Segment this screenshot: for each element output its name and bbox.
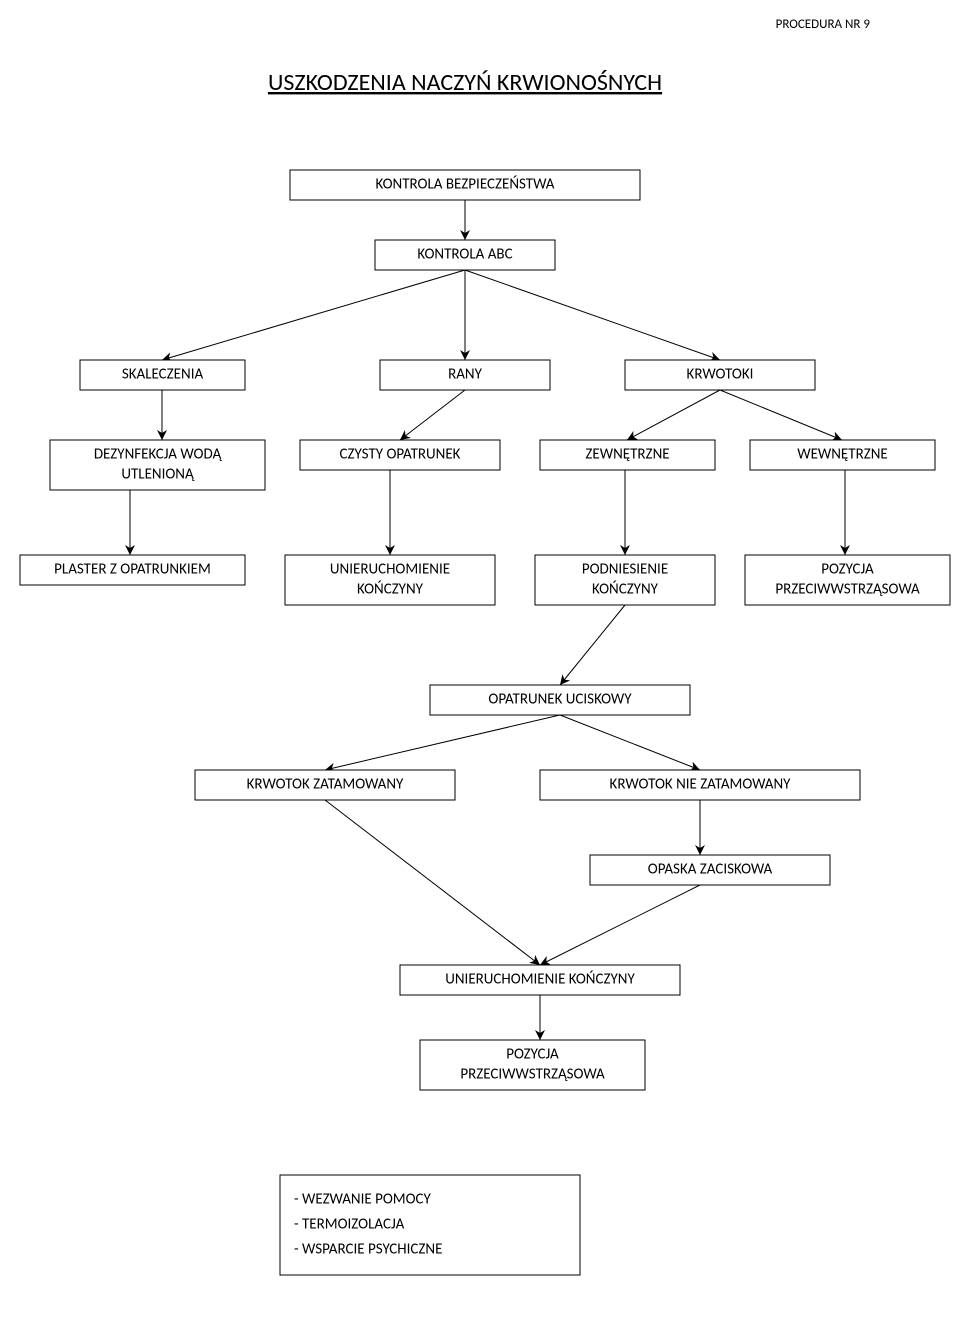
flow-node-label: PLASTER Z OPATRUNKIEM [54,561,211,579]
flow-node-n14: OPATRUNEK UCISKOWY [430,685,690,715]
flow-node-label: POZYCJA [506,1046,559,1064]
flow-edge [325,715,560,770]
flow-node-n6: DEZYNFEKCJA WODĄ UTLENIONĄ [50,440,265,490]
flow-node-n2: KONTROLA ABC [375,240,555,270]
flow-node-n18: UNIERUCHOMIENIE KOŃCZYNY [400,965,680,995]
flow-node-label: - TERMOIZOLACJA [294,1216,405,1234]
flow-node-n20: - WEZWANIE POMOCY - TERMOIZOLACJA - WSPARC… [280,1175,580,1275]
flow-node-n3: SKALECZENIA [80,360,245,390]
flow-node-n5: KRWOTOKI [625,360,815,390]
page-title: USZKODZENIA NACZYŃ KRWIONOŚNYCH [268,68,662,97]
flow-node-label: POZYCJA [821,561,874,579]
flow-edge [540,885,700,965]
flow-node-label: OPASKA ZACISKOWA [648,861,773,879]
flow-node-label: UTLENIONĄ [121,466,195,484]
flow-node-n10: PLASTER Z OPATRUNKIEM [20,555,245,585]
flow-node-label: UNIERUCHOMIENIE KOŃCZYNY [445,971,635,989]
flow-node-n12: PODNIESIENIE KOŃCZYNY [535,555,715,605]
flow-node-label: RANY [448,366,483,384]
flow-node-n4: RANY [380,360,550,390]
flow-node-n17: OPASKA ZACISKOWA [590,855,830,885]
flow-node-n1: KONTROLA BEZPIECZEŃSTWA [290,170,640,200]
flow-node-n11: UNIERUCHOMIENIE KOŃCZYNY [285,555,495,605]
flow-node-label: KONTROLA ABC [417,246,512,264]
flow-node-label: UNIERUCHOMIENIE [330,561,450,579]
flow-node-label: PRZECIWWSTRZĄSOWA [775,581,920,599]
flow-node-label: KRWOTOKI [687,366,754,384]
flow-node-n9: WEWNĘTRZNE [750,440,935,470]
flow-node-label: OPATRUNEK UCISKOWY [488,691,632,709]
flow-edge [465,270,720,360]
flow-node-label: PRZECIWWSTRZĄSOWA [460,1066,605,1084]
flow-node-n16: KRWOTOK NIE ZATAMOWANY [540,770,860,800]
flow-node-label: ZEWNĘTRZNE [585,446,669,464]
flow-edge [720,390,842,440]
page-procedure-number: PROCEDURA NR 9 [776,17,871,32]
flow-node-n7: CZYSTY OPATRUNEK [300,440,500,470]
flow-node-label: CZYSTY OPATRUNEK [340,446,461,464]
flowchart-canvas: PROCEDURA NR 9 USZKODZENIA NACZYŃ KRWIONO… [0,0,960,1328]
flow-node-label: - WEZWANIE POMOCY [294,1191,432,1209]
flow-edge [560,605,625,685]
flow-node-label: SKALECZENIA [122,366,204,384]
flow-edge [325,800,540,965]
flow-node-label: PODNIESIENIE [582,561,668,579]
flow-node-label: KRWOTOK NIE ZATAMOWANY [610,776,792,794]
flow-edge [627,390,720,440]
flow-node-label: KONTROLA BEZPIECZEŃSTWA [376,176,555,194]
flow-node-label: WEWNĘTRZNE [797,446,888,464]
flow-edge [400,390,465,440]
flow-edge [162,270,465,360]
flow-node-n15: KRWOTOK ZATAMOWANY [195,770,455,800]
flow-node-n19: POZYCJA PRZECIWWSTRZĄSOWA [420,1040,645,1090]
flow-node-label: KOŃCZYNY [592,581,659,599]
flow-node-label: KOŃCZYNY [357,581,424,599]
flow-edge [560,715,700,770]
flow-node-n13: POZYCJA PRZECIWWSTRZĄSOWA [745,555,950,605]
flow-node-label: - WSPARCIE PSYCHICZNE [294,1241,442,1259]
flow-node-label: DEZYNFEKCJA WODĄ [94,446,223,464]
flow-node-n8: ZEWNĘTRZNE [540,440,715,470]
flow-node-label: KRWOTOK ZATAMOWANY [247,776,404,794]
